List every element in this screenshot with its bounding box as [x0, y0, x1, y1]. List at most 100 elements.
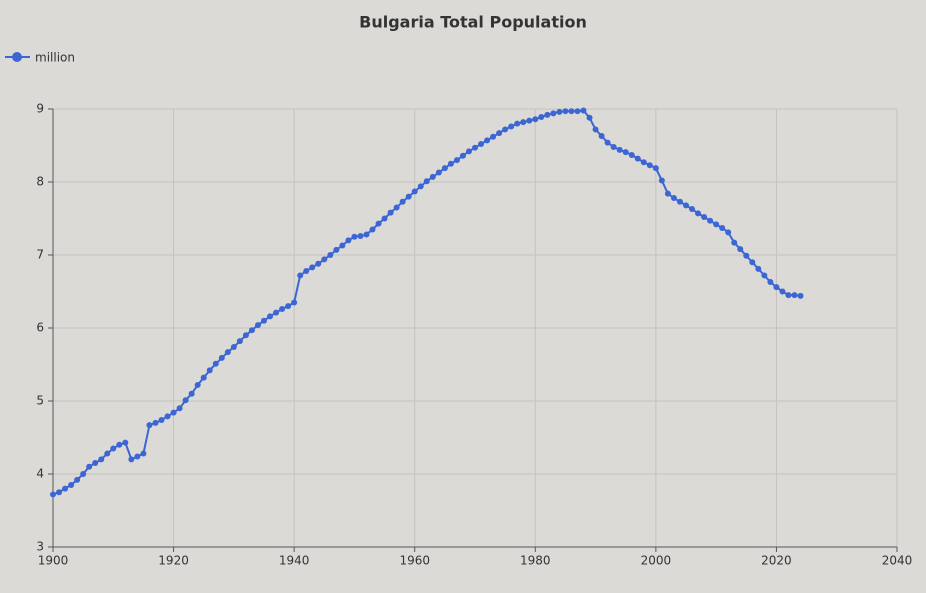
data-point	[333, 246, 340, 253]
x-tick-label: 1960	[399, 554, 430, 568]
x-tick-label: 2020	[761, 554, 792, 568]
data-point	[297, 272, 304, 279]
data-point	[194, 381, 201, 388]
data-point	[526, 117, 533, 124]
data-point	[797, 292, 804, 299]
data-point	[110, 445, 117, 452]
data-point	[743, 252, 750, 259]
data-point	[707, 217, 714, 224]
data-point	[242, 332, 249, 339]
data-point	[267, 313, 274, 320]
data-point	[164, 413, 171, 420]
data-point	[779, 288, 786, 295]
data-point	[429, 173, 436, 180]
x-tick-label: 1900	[38, 554, 69, 568]
y-tick-label: 9	[36, 102, 44, 116]
data-point	[586, 114, 593, 121]
data-point	[574, 108, 581, 115]
x-tick-label: 1920	[158, 554, 189, 568]
data-point	[309, 264, 316, 271]
data-point	[212, 360, 219, 367]
data-point	[453, 157, 460, 164]
data-point	[472, 144, 478, 151]
data-point	[261, 317, 267, 324]
x-tick-label: 1980	[520, 554, 551, 568]
data-point	[357, 233, 364, 240]
data-point	[104, 450, 111, 457]
data-point	[254, 322, 261, 329]
data-point	[158, 416, 165, 423]
data-point	[478, 141, 485, 148]
data-point	[598, 133, 605, 140]
data-point	[556, 108, 563, 115]
x-tick-label: 2040	[882, 554, 913, 568]
data-point	[580, 107, 587, 114]
data-point	[670, 195, 677, 202]
y-tick-label: 4	[36, 467, 44, 481]
data-point	[128, 456, 135, 463]
data-point	[465, 148, 472, 155]
data-point	[773, 284, 780, 291]
data-point	[86, 463, 93, 470]
data-point	[640, 159, 647, 166]
data-point	[592, 126, 599, 133]
data-point	[285, 303, 292, 310]
legend-label[interactable]: million	[35, 51, 75, 65]
data-point	[417, 183, 424, 190]
y-tick-label: 8	[36, 175, 44, 189]
data-point	[683, 202, 689, 209]
data-point	[441, 165, 448, 172]
data-point	[80, 471, 87, 477]
data-point	[279, 306, 286, 313]
data-point	[399, 198, 406, 205]
data-point	[544, 111, 551, 118]
data-point	[719, 224, 726, 231]
data-point	[689, 206, 696, 213]
data-point	[218, 354, 225, 361]
data-point	[62, 485, 69, 492]
data-point	[327, 252, 334, 258]
data-point	[502, 126, 509, 133]
y-tick-label: 7	[36, 248, 44, 262]
data-point	[50, 491, 56, 498]
data-point	[134, 453, 141, 460]
data-point	[508, 123, 515, 130]
data-point	[116, 441, 123, 448]
data-point	[496, 130, 503, 137]
data-point	[628, 151, 635, 158]
data-point	[381, 215, 388, 222]
data-point	[140, 450, 147, 457]
data-point	[230, 343, 237, 350]
data-point	[291, 299, 298, 306]
data-point	[122, 439, 129, 446]
data-point	[791, 292, 798, 299]
data-point	[484, 137, 491, 144]
data-point	[369, 226, 376, 233]
data-point	[538, 114, 545, 121]
legend-marker	[12, 52, 22, 62]
data-point	[375, 220, 382, 227]
data-point	[321, 256, 328, 263]
data-point	[664, 190, 671, 197]
data-point	[92, 460, 99, 467]
data-point	[224, 349, 231, 356]
data-point	[303, 268, 310, 275]
data-point	[610, 143, 617, 150]
data-point	[68, 481, 75, 488]
y-tick-label: 6	[36, 321, 44, 335]
data-point	[423, 178, 430, 185]
data-point	[755, 265, 762, 272]
data-point	[176, 405, 183, 412]
data-point	[532, 116, 539, 123]
data-point	[393, 204, 400, 211]
data-point	[676, 198, 683, 205]
data-point	[351, 233, 358, 240]
y-tick-label: 5	[36, 394, 44, 408]
data-point	[695, 210, 702, 217]
data-point	[170, 409, 177, 416]
data-point	[200, 374, 207, 381]
data-point	[363, 231, 370, 238]
data-point	[248, 327, 255, 334]
